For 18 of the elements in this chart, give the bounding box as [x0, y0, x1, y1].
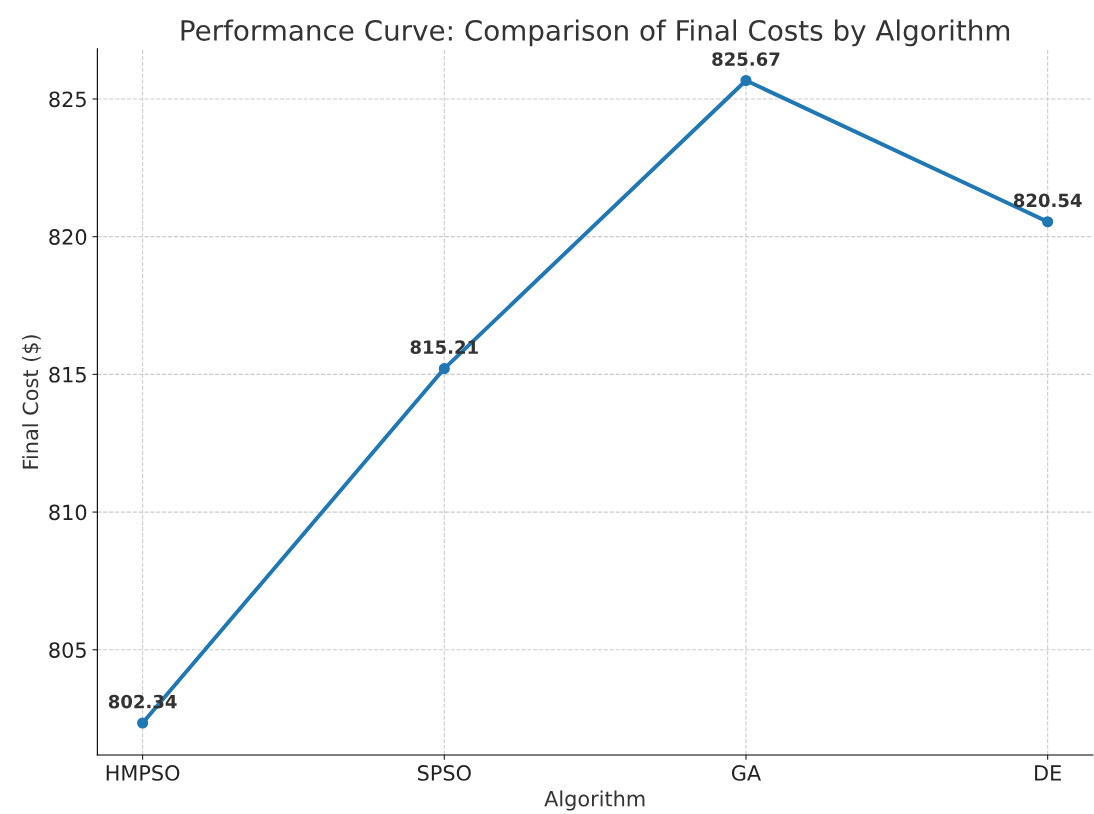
chart-title: Performance Curve: Comparison of Final Costs by Algorithm — [181, 19, 1010, 47]
x-axis-title: Algorithm — [544, 790, 645, 811]
y-tick-label: 805 — [49, 642, 86, 658]
point — [740, 74, 752, 87]
y-tick-label: 820 — [49, 229, 87, 245]
y-tick-label: 825 — [49, 91, 86, 108]
point — [1042, 216, 1054, 228]
data-label: 820.54 — [1013, 193, 1082, 208]
point — [438, 363, 450, 375]
y-tick-label: 815 — [49, 366, 86, 383]
x-tick-label: HMPSO — [106, 765, 180, 781]
y-axis-title: Final Cost ($) — [22, 335, 42, 469]
x-tick-label: SPSO — [417, 765, 471, 781]
point — [137, 717, 149, 729]
y-tick-label: 810 — [49, 504, 87, 521]
x-tick-label: GA — [731, 765, 761, 781]
x-tick-label: DE — [1035, 765, 1061, 781]
data-label: 825.67 — [712, 52, 780, 66]
